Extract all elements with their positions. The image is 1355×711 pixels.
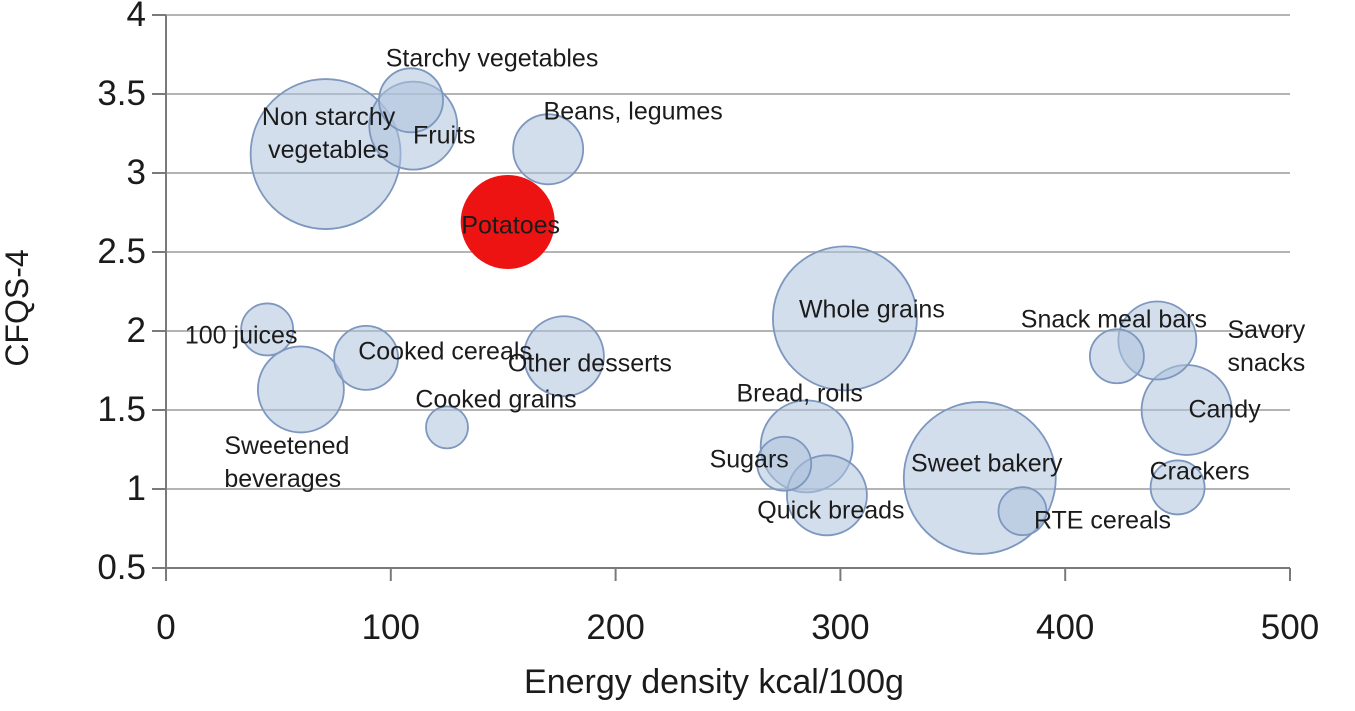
bubble-sweetened-beverages	[256, 345, 345, 434]
bubble-100-juices	[240, 302, 295, 357]
bubble-whole-grains	[771, 245, 918, 392]
bubble-starchy-vegetables	[378, 67, 444, 134]
y-axis-title: CFQS-4	[0, 249, 35, 367]
x-axis-title: Energy density kcal/100g	[524, 663, 904, 701]
bubble-sugars	[756, 435, 813, 492]
bubble-beans-legumes	[512, 113, 585, 186]
bubble-snack-meal-bars	[1089, 328, 1145, 385]
bubble-other-desserts	[522, 315, 605, 398]
bubble-crackers	[1149, 459, 1206, 516]
bubble-potatoes	[460, 174, 555, 269]
bubble-rte-cereals	[997, 486, 1048, 537]
bubble-cooked-grains	[425, 405, 469, 450]
bubble-cooked-cereals	[333, 324, 399, 391]
